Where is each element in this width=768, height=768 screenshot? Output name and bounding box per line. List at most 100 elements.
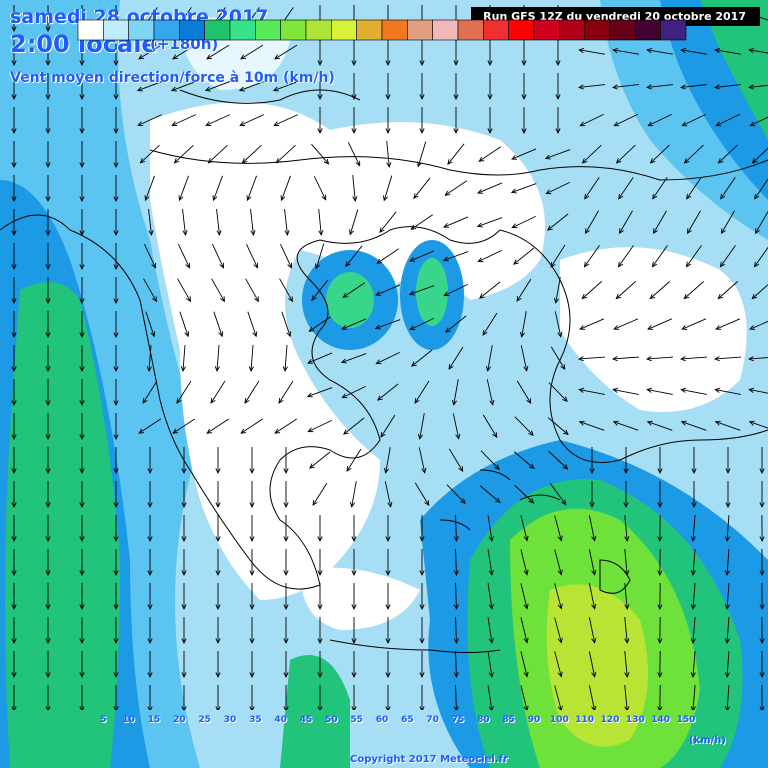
- wind-arrow-icon: [657, 582, 663, 611]
- wind-arrow-icon: [618, 176, 634, 200]
- wind-arrow-icon: [79, 515, 85, 543]
- legend-swatch: [204, 19, 231, 41]
- wind-arrow-icon: [308, 316, 332, 332]
- wind-arrow-icon: [690, 549, 696, 576]
- legend-swatch: [153, 19, 180, 41]
- wind-arrow-icon: [181, 515, 187, 543]
- legend-tick-label: 100: [549, 715, 569, 725]
- wind-arrow-icon: [544, 149, 571, 160]
- wind-arrow-icon: [172, 44, 196, 60]
- wind-arrow-icon: [408, 285, 435, 296]
- wind-arrow-icon: [588, 651, 597, 678]
- wind-arrow-icon: [550, 244, 566, 268]
- wind-arrow-icon: [204, 81, 231, 92]
- wind-arrow-icon: [753, 246, 768, 268]
- wind-arrow-icon: [147, 651, 153, 679]
- wind-arrow-icon: [714, 420, 741, 431]
- legend-tick-label: 150: [676, 715, 696, 725]
- wind-arrow-icon: [249, 651, 255, 679]
- wind-arrow-icon: [724, 583, 730, 610]
- wind-arrow-icon: [181, 447, 187, 475]
- wind-arrow-icon: [11, 617, 17, 645]
- wind-arrow-icon: [143, 278, 157, 303]
- wind-arrow-icon: [45, 583, 51, 611]
- wind-arrow-icon: [139, 144, 160, 164]
- wind-arrow-icon: [11, 39, 17, 67]
- legend-swatch: [660, 19, 687, 41]
- wind-arrow-icon: [148, 209, 154, 236]
- wind-arrow-icon: [244, 380, 260, 404]
- wind-arrow-icon: [113, 277, 119, 305]
- variable-description: Vent moyen direction/force à 10m (km/h): [10, 70, 335, 86]
- wind-arrow-icon: [453, 548, 459, 577]
- wind-arrow-icon: [443, 283, 468, 297]
- wind-arrow-icon: [452, 413, 461, 440]
- wind-zone-se-yellowgreen: [546, 584, 648, 747]
- wind-arrow-icon: [724, 651, 730, 678]
- wind-arrow-icon: [171, 114, 197, 126]
- wind-arrow-icon: [649, 144, 670, 164]
- wind-arrow-icon: [79, 175, 85, 203]
- wind-arrow-icon: [554, 651, 563, 678]
- wind-arrow-icon: [283, 583, 289, 611]
- wind-arrow-icon: [646, 48, 673, 55]
- wind-arrow-icon: [477, 182, 503, 194]
- wind-arrow-icon: [375, 351, 400, 365]
- wind-arrow-icon: [113, 209, 119, 237]
- wind-arrow-icon: [681, 318, 707, 330]
- wind-arrow-icon: [683, 144, 704, 164]
- legend-tick-label: 140: [651, 715, 671, 725]
- wind-arrow-icon: [351, 583, 357, 611]
- wind-arrow-icon: [578, 387, 605, 395]
- wind-arrow-icon: [351, 617, 357, 645]
- legend-tick-label: 50: [325, 715, 338, 725]
- legend-swatch: [407, 19, 433, 41]
- wind-arrow-icon: [419, 583, 425, 611]
- wind-arrow-icon: [307, 419, 332, 433]
- wind-arrow-icon: [349, 481, 357, 508]
- wind-arrow-icon: [453, 650, 459, 679]
- wind-arrow-icon: [317, 651, 323, 679]
- wind-arrow-icon: [351, 39, 357, 67]
- wind-arrow-icon: [79, 447, 85, 475]
- wind-arrow-icon: [317, 73, 323, 101]
- wind-arrow-icon: [612, 356, 639, 362]
- wind-arrow-icon: [383, 447, 391, 474]
- wind-arrow-icon: [306, 387, 333, 398]
- wind-arrow-icon: [554, 311, 563, 338]
- wind-arrow-icon: [759, 481, 765, 509]
- wind-arrow-icon: [11, 141, 17, 169]
- wind-arrow-icon: [623, 447, 629, 475]
- wind-arrow-icon: [79, 549, 85, 577]
- wind-arrow-icon: [448, 448, 464, 473]
- wind-arrow-icon: [686, 176, 702, 200]
- wind-arrow-icon: [385, 651, 391, 679]
- wind-arrow-icon: [657, 616, 663, 645]
- wind-zone-ne-green: [700, 0, 768, 140]
- wind-arrow-icon: [113, 481, 119, 509]
- wind-arrow-icon: [690, 651, 696, 678]
- wind-arrow-icon: [352, 175, 358, 202]
- wind-arrow-icon: [476, 217, 503, 228]
- wind-arrow-icon: [248, 345, 254, 372]
- wind-arrow-icon: [680, 420, 707, 431]
- wind-arrow-icon: [205, 114, 231, 126]
- wind-arrow-icon: [170, 81, 197, 92]
- wind-arrow-icon: [690, 685, 696, 710]
- wind-arrow-icon: [11, 685, 17, 710]
- wind-arrow-icon: [554, 583, 563, 610]
- wind-arrow-icon: [419, 107, 425, 135]
- wind-arrow-icon: [211, 278, 225, 303]
- legend-tick-label: 90: [527, 715, 541, 725]
- wind-arrow-icon: [725, 481, 731, 509]
- wind-arrow-icon: [520, 685, 529, 710]
- wind-arrow-icon: [376, 248, 400, 264]
- wind-arrow-icon: [147, 617, 153, 645]
- wind-arrow-icon: [178, 244, 191, 269]
- wind-arrow-icon: [479, 281, 501, 299]
- wind-arrow-icon: [759, 447, 765, 475]
- wind-arrow-icon: [513, 451, 535, 470]
- wind-arrow-icon: [480, 450, 500, 471]
- wind-arrow-icon: [113, 685, 119, 710]
- legend-swatch: [331, 19, 357, 41]
